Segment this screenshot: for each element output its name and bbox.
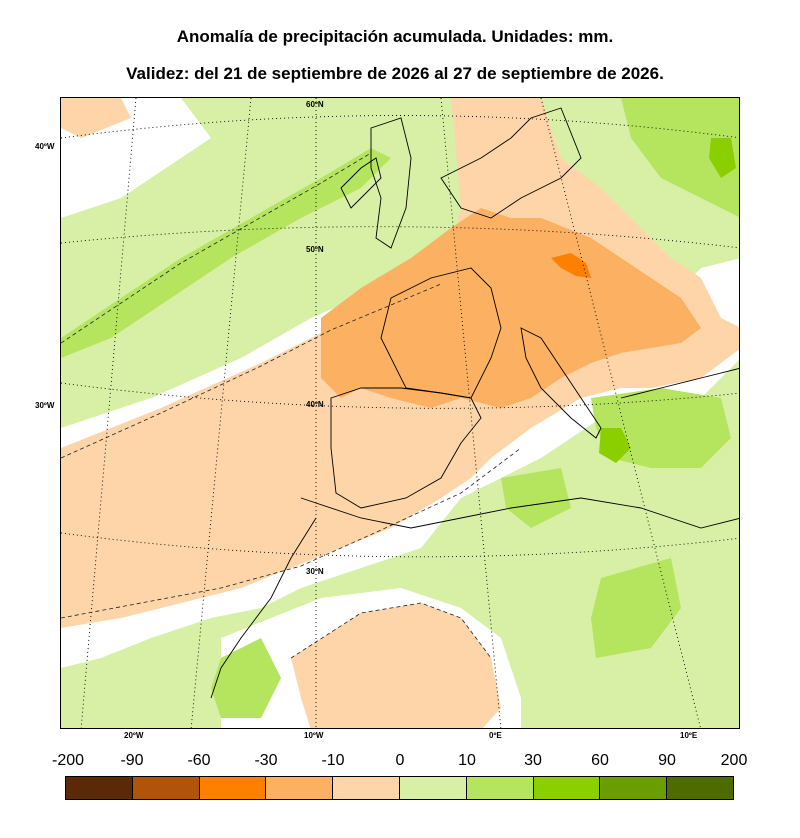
legend-colorbar [65,776,734,800]
lon-label-10e: 10ºE [680,731,698,740]
chart-title: Anomalía de precipitación acumulada. Uni… [176,27,614,46]
anomaly-field-minus60-minus30 [551,253,591,278]
legend-swatch-9 [667,777,733,799]
coast-france [380,267,502,399]
lat-label-60n: 60ºN [306,100,324,109]
legend-swatch-5 [399,777,467,799]
legend-swatch-8 [600,777,668,799]
lon-label-40w: 40ºW [35,142,55,151]
chart-subtitle: Validez: del 21 de septiembre de 2026 al… [126,64,664,83]
coast-ireland [340,157,382,209]
map-canvas [61,98,739,728]
zero-contours [61,152,522,659]
lon-label-30w: 30ºW [35,401,55,410]
anomaly-field-10-30-algeria [501,468,571,528]
lat-label-30n: 30ºN [306,567,324,576]
legend-tick: 90 [658,752,676,769]
lon-label-0e: 0ºE [489,731,502,740]
legend-swatch-6 [466,777,534,799]
legend-tick: -90 [120,752,144,769]
legend-tick: 60 [591,752,609,769]
lat-label-50n: 50ºN [306,245,324,254]
legend-swatch-0 [66,777,133,799]
graticule [61,98,739,728]
legend-tick: 30 [524,752,542,769]
legend-swatch-1 [132,777,200,799]
legend-tick: -60 [187,752,211,769]
anomaly-field-10-30-libya [591,558,681,658]
anomaly-field-30-60 [599,428,631,463]
coast-baltic [440,107,582,219]
anomaly-field-minus30-minus10 [321,208,701,408]
precipitation-anomaly-map: 60ºN 50ºN 40ºN 30ºN [60,97,740,729]
legend-swatch-7 [533,777,601,799]
anomaly-field-30-60-north [709,138,736,178]
anomaly-field-10-30-sahara [211,638,281,718]
lon-label-10w: 10ºW [304,731,324,740]
legend-swatch-2 [199,777,267,799]
coast-iberia [330,387,482,509]
legend-tick: 10 [458,752,476,769]
anomaly-field-10-30-atlantic [61,148,391,358]
coast-italy [520,327,602,439]
legend-swatch-4 [333,777,400,799]
anomaly-field-minus10-0-north [61,98,131,138]
coast-britain [370,117,412,249]
coastlines [210,107,739,699]
legend-tick: -30 [254,752,278,769]
legend-tick: -200 [51,752,85,769]
anomaly-field-minus10-0-africa [291,603,501,728]
legend-tick: 0 [395,752,405,769]
legend-tick: -10 [321,752,345,769]
legend-swatch-3 [266,777,334,799]
anomaly-field-10-30-scandinavia [621,98,739,217]
lat-label-40n: 40ºN [306,400,324,409]
lon-label-20w: 20ºW [124,731,144,740]
legend-tick: 200 [720,752,748,769]
